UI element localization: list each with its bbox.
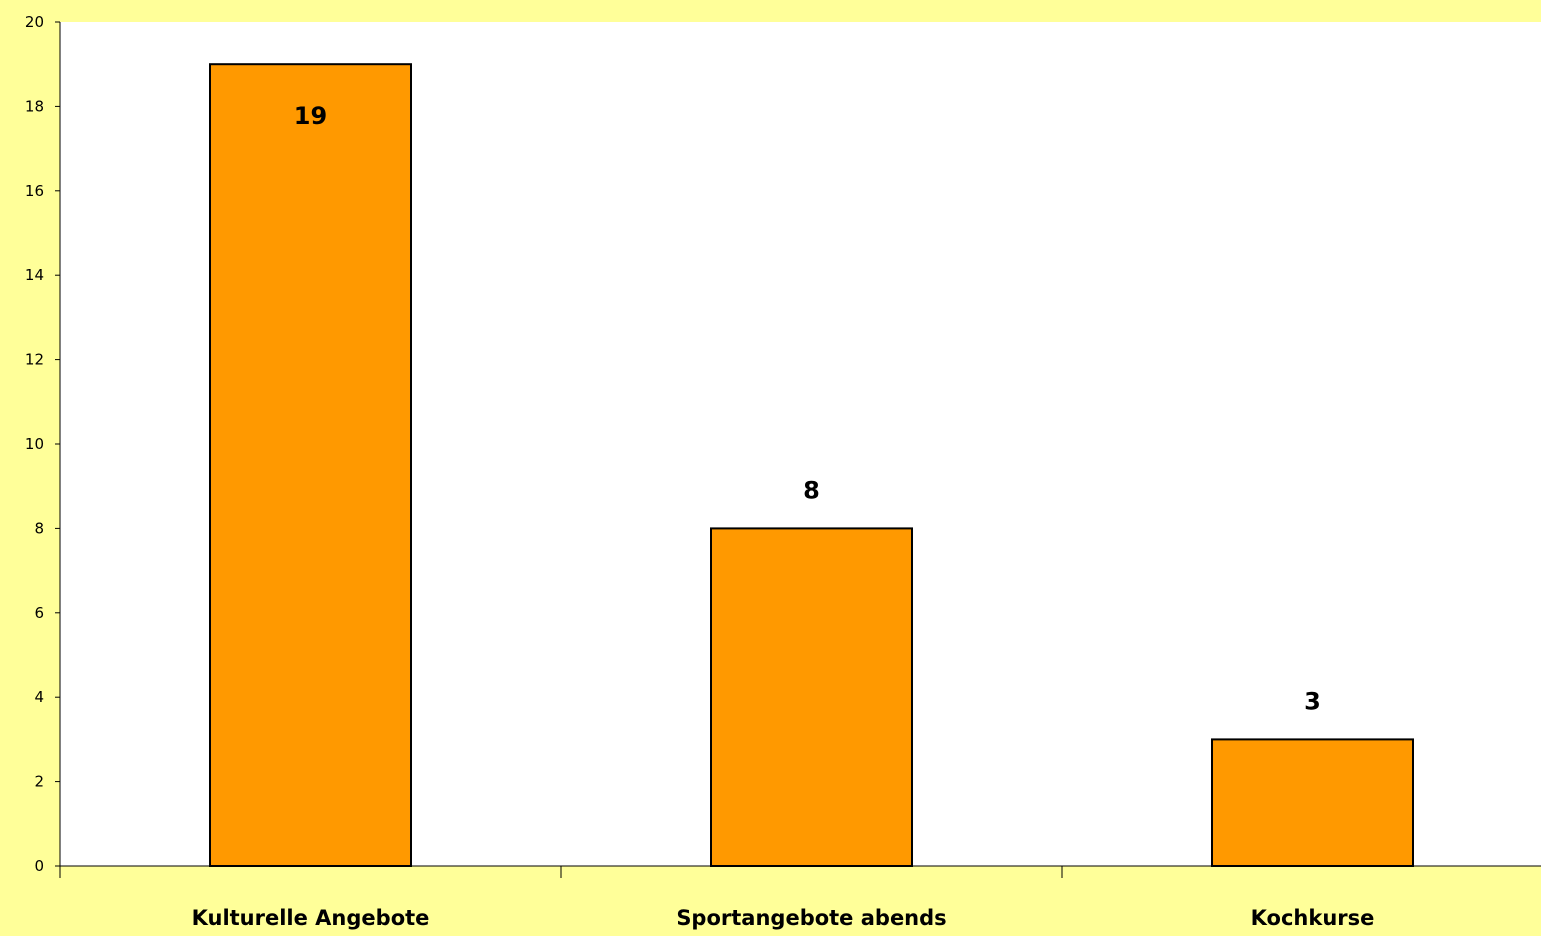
bar	[710, 527, 913, 868]
y-tick-label: 0	[34, 857, 44, 875]
data-label: 19	[294, 102, 327, 130]
y-tick-label: 20	[25, 13, 44, 31]
category-label: Kulturelle Angebote	[192, 906, 430, 930]
category-label: Kochkurse	[1251, 906, 1375, 930]
bar	[1211, 738, 1414, 868]
y-axis-ticks: 0 2 4 6 8 10 12 14 16 18 20	[25, 13, 60, 875]
data-label: 8	[803, 476, 820, 504]
y-tick-label: 10	[25, 435, 44, 453]
y-tick-label: 4	[34, 688, 44, 706]
category-labels: Kulturelle Angebote Sportangebote abends K…	[192, 906, 1375, 930]
category-label: Sportangebote abends	[676, 906, 946, 930]
y-tick-label: 12	[25, 351, 44, 369]
y-tick-label: 6	[34, 604, 44, 622]
y-tick-label: 18	[25, 97, 44, 115]
y-tick-label: 16	[25, 182, 44, 200]
bar	[209, 63, 412, 867]
bar-series	[209, 63, 1414, 868]
x-axis-ticks	[59, 866, 1063, 878]
data-label: 3	[1304, 687, 1321, 715]
y-tick-label: 2	[34, 773, 44, 791]
y-tick-label: 14	[25, 266, 44, 284]
y-tick-label: 8	[34, 519, 44, 537]
